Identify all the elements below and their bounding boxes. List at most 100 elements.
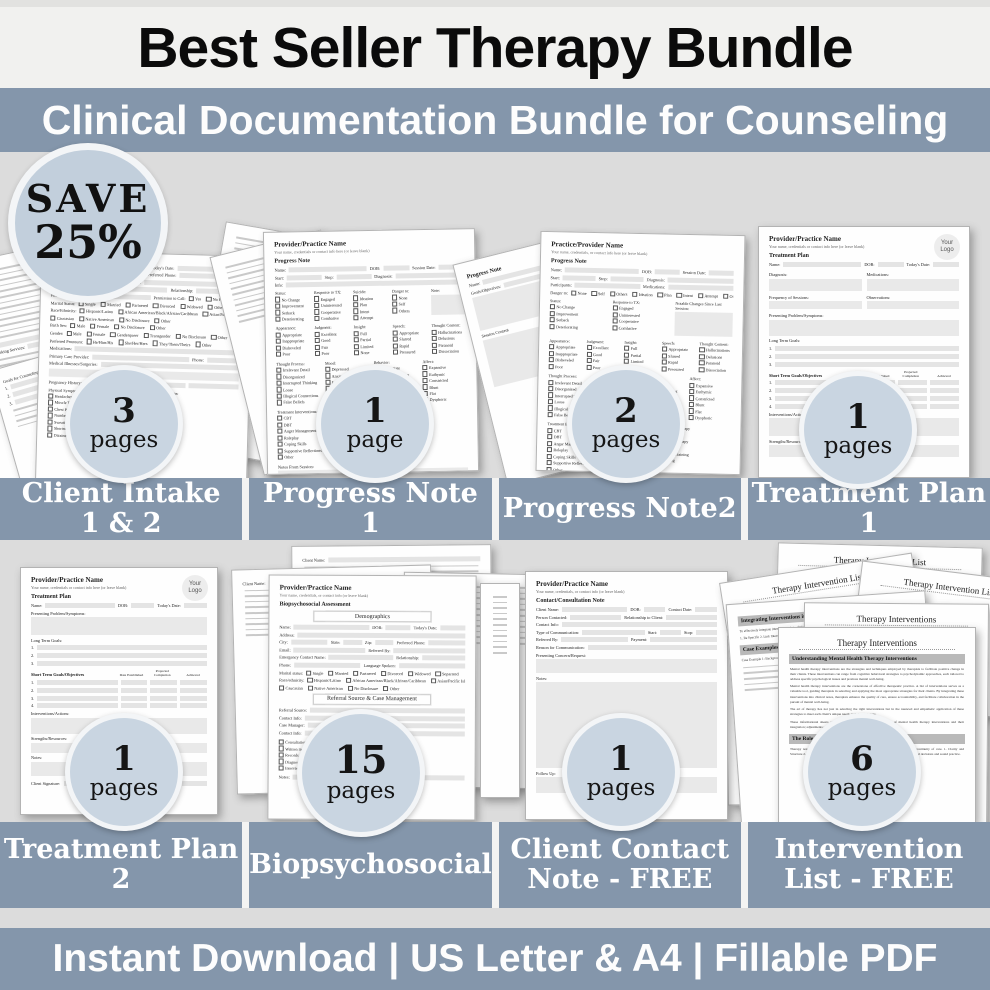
doc-opt: Widowed <box>408 671 431 676</box>
doc-bar <box>428 640 466 646</box>
doc-b-num: 1. <box>31 679 208 685</box>
doc-opt: Native American <box>79 316 114 322</box>
doc-opt: Setback <box>550 317 608 323</box>
doc-opt: Irrelevant Detail <box>276 367 320 373</box>
doc-opt: Fair <box>315 344 349 350</box>
doc-lb: Info: <box>274 282 284 288</box>
doc-b-num: 3. <box>31 661 207 667</box>
doc-bar <box>150 679 178 685</box>
doc-opt: Paranoid <box>432 342 466 348</box>
doc-opt: Partial <box>624 352 657 358</box>
doc-b-ln <box>493 640 507 643</box>
doc-b-t: Progress Note <box>550 258 587 265</box>
doc-bar <box>286 279 465 288</box>
doc-lb: 2. <box>769 353 773 359</box>
doc-opt: Male <box>70 323 86 329</box>
doc-b-al: Follow Up: <box>536 770 556 776</box>
save-label: SAVE <box>25 175 151 221</box>
doc-lb: Name: <box>550 267 563 273</box>
doc-opt: Married <box>101 301 121 307</box>
doc-lb: 1. <box>769 380 773 386</box>
doc-b-colh: Mood: <box>324 360 336 366</box>
doc-opt: Pressured <box>393 349 427 355</box>
doc-b-col: Thought Content: Hallucinations Delusions P… <box>699 341 732 374</box>
doc-b-sec: Demographics <box>313 610 432 623</box>
doc-b-col: Notable Changes Since Last Session: <box>674 301 733 339</box>
doc-bar <box>37 661 207 667</box>
doc-lb: Stop: <box>684 629 694 635</box>
doc-lb: 1. <box>31 645 35 651</box>
doc-lb: Relationship to Client: <box>624 614 664 620</box>
doc-bar <box>328 655 394 661</box>
doc-b-r: Long Term Goals: <box>769 338 959 343</box>
doc-lb: Long Term Goals: <box>31 637 63 643</box>
doc-b-num: 3. <box>31 695 208 701</box>
doc-cell: Observations: <box>866 292 959 311</box>
page-count-badge-client-contact: 1 pages <box>562 713 680 831</box>
doc-opt: No Change <box>550 304 608 310</box>
doc-opt: Others <box>610 291 628 297</box>
discount-percent: 25% <box>34 214 142 269</box>
doc-bar <box>440 625 466 631</box>
doc-bar <box>37 679 118 685</box>
doc-lb: 3. <box>31 661 35 667</box>
doc-b-colh: Speech: <box>661 340 676 346</box>
doc-b-colh: Response to TX: <box>313 289 342 296</box>
doc-bar <box>92 354 190 362</box>
doc-b-col: Appearance: Appropriate Inappropriate Dishe… <box>549 338 582 371</box>
doc-b-ln <box>493 601 507 604</box>
page-count-badge-progress-note-1: 1 page <box>316 365 434 483</box>
doc-opt: Ideation <box>632 292 653 298</box>
doc-b-al: Presenting Problem/Symptoms: <box>31 610 86 616</box>
doc-opt: Full <box>354 330 388 336</box>
page-count-number: 6 <box>850 739 874 780</box>
doc-b-r: Name: DOB: Today's Date: <box>31 603 207 608</box>
doc-bar <box>398 663 466 669</box>
doc-opt: Rapid <box>662 360 695 366</box>
doc-lb: Long Term Goals: <box>769 338 801 344</box>
doc-bar <box>561 622 717 628</box>
doc-bar <box>775 345 959 351</box>
doc-opt: Other <box>150 325 166 331</box>
doc-b-ln <box>493 651 507 654</box>
doc-b-t: Treatment Plan <box>769 253 809 259</box>
doc-bar <box>561 637 629 643</box>
doc-thc: Achieved <box>186 673 200 678</box>
doc-opt: He/Him/His <box>86 339 114 345</box>
doc-lb: Case Manager: <box>278 722 305 728</box>
doc-bar <box>696 629 717 635</box>
doc-opt: Delusions <box>432 336 466 342</box>
page-count-unit: pages <box>823 433 893 460</box>
doc-bar <box>897 380 927 386</box>
doc-bar <box>610 275 644 282</box>
doc-b-r: Long Term Goals: <box>31 638 207 643</box>
doc-b-col: Response to TX: Engaged Uninterested Cooper… <box>314 290 349 323</box>
page-count-number: 1 <box>846 397 870 438</box>
doc-lb: Contact Info: <box>278 715 302 721</box>
doc-b-ln <box>493 596 507 598</box>
doc-b-r: Type of Communication: Start: Stop: <box>536 629 717 635</box>
doc-opt: No Change <box>275 297 309 303</box>
doc-opt: None <box>392 295 426 301</box>
label-progress-note-2: Progress Note2 <box>498 478 741 540</box>
doc-b-al: Diagnosis: <box>769 272 788 278</box>
doc-lb: 2. <box>31 653 35 659</box>
doc-b-h: Provider/Practice Name <box>536 580 608 588</box>
page-count-unit: pages <box>827 775 897 802</box>
doc-bar <box>775 380 863 386</box>
doc-b-p: Mental health therapy interventions are … <box>790 666 964 681</box>
doc-lb: Client Signature: <box>31 780 61 786</box>
doc-opt: Other <box>154 318 171 324</box>
doc-b-col: Thought Process: Irrelevant Detail Disorga… <box>276 361 321 407</box>
doc-opt: Appropriate <box>662 347 695 353</box>
doc-lb: DOB: <box>117 603 129 608</box>
doc-b-area <box>769 319 959 336</box>
doc-b-s: Your name, credentials or contact info h… <box>31 585 127 590</box>
doc-opt: Fair <box>586 358 619 364</box>
doc-cell: Diagnosis: <box>769 270 862 293</box>
doc-opt: None <box>571 290 587 296</box>
doc-opt: Inappropriate <box>549 351 582 357</box>
label-treatment-plan-1: Treatment Plan 1 <box>747 478 990 540</box>
doc-bar <box>562 274 596 281</box>
